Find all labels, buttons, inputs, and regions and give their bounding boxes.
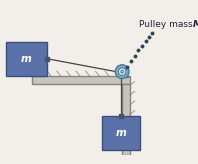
Text: Pulley mass: Pulley mass xyxy=(139,20,195,29)
Circle shape xyxy=(118,68,126,75)
Circle shape xyxy=(115,65,129,79)
FancyBboxPatch shape xyxy=(122,84,130,155)
Text: M: M xyxy=(193,20,198,29)
FancyBboxPatch shape xyxy=(6,41,47,76)
Circle shape xyxy=(121,70,123,73)
Text: m: m xyxy=(21,54,32,64)
Text: m: m xyxy=(116,128,127,138)
FancyBboxPatch shape xyxy=(32,76,130,84)
FancyBboxPatch shape xyxy=(102,116,140,150)
